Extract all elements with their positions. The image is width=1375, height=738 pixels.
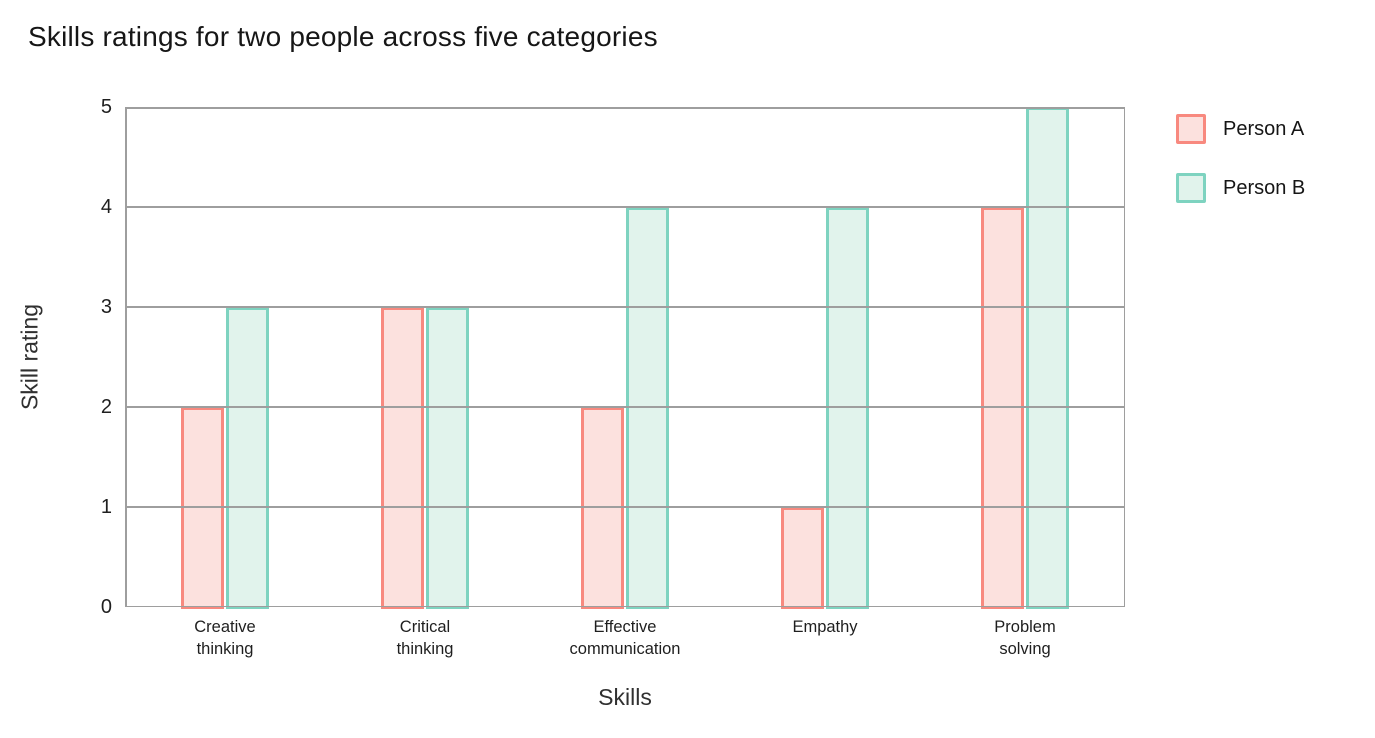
x-category-label-effective-communication: Effective communication [569,618,681,658]
gridline-2 [125,406,1125,408]
x-category-label-problem-solving: Problem solving [994,618,1056,658]
bar-person-b-creative-thinking [226,307,269,609]
bar-person-a-critical-thinking [381,307,424,609]
legend-swatch-person-b [1176,173,1206,203]
legend-label-person-b: Person B [1223,176,1306,199]
legend-item-person-b: Person B [1176,173,1305,203]
bar-person-b-empathy [826,207,869,609]
y-tick-label-4: 4 [100,196,112,218]
x-category-label-critical-thinking: Critical thinking [396,618,454,658]
bar-person-a-empathy [781,507,824,609]
x-category-label-creative-thinking: Creative thinking [194,618,256,658]
y-axis-title: Skill rating [16,303,43,411]
y-tick-label-0: 0 [100,596,112,618]
bar-person-b-effective-communication [626,207,669,609]
y-tick-label-2: 2 [100,396,112,418]
y-tick-label-1: 1 [100,496,112,518]
y-tick-label-3: 3 [100,296,112,318]
gridline-4 [125,206,1125,208]
y-tick-label-5: 5 [100,96,112,118]
bar-person-b-problem-solving [1026,107,1069,609]
x-axis-line [125,605,1125,607]
legend: Person A Person B [1176,114,1305,232]
bar-person-a-effective-communication [581,407,624,609]
gridline-5 [125,107,1125,109]
gridline-1 [125,506,1125,508]
x-axis-title: Skills [598,684,652,710]
right-spine [1123,107,1125,607]
legend-swatch-person-a [1176,114,1206,144]
bar-person-a-creative-thinking [181,407,224,609]
legend-label-person-a: Person A [1223,117,1305,140]
gridline-3 [125,306,1125,308]
bar-person-a-problem-solving [981,207,1024,609]
chart-title: Skills ratings for two people across fiv… [28,21,658,52]
legend-item-person-a: Person A [1176,114,1305,144]
x-category-label-empathy: Empathy [792,618,858,636]
plot-area [125,107,1125,609]
left-spine [125,107,127,607]
bar-person-b-critical-thinking [426,307,469,609]
